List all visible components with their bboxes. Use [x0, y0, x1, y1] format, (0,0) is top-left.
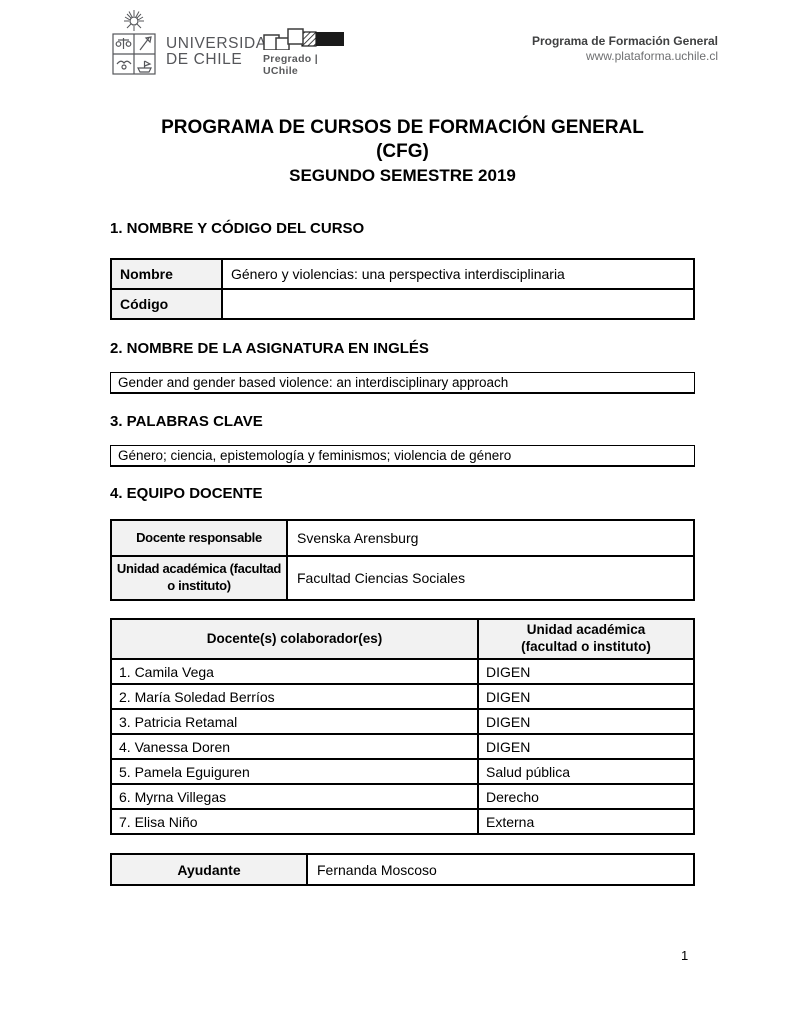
table-header-row: Docente(s) colaborador(es) Unidad académ…: [110, 618, 695, 660]
section2-heading: 2. NOMBRE DE LA ASIGNATURA EN INGLÉS: [110, 340, 429, 357]
collaborators-col1-header: Docente(s) colaborador(es): [110, 618, 479, 660]
table-row: 5. Pamela Eguiguren Salud pública: [110, 758, 695, 785]
ayudante-value: Fernanda Moscoso: [306, 853, 695, 886]
collaborator-unit: Derecho: [477, 783, 695, 810]
table-row: Docente responsable Svenska Arensburg: [110, 519, 695, 557]
program-name: Programa de Formación General: [531, 34, 718, 48]
ayudante-label: Ayudante: [110, 853, 308, 886]
table-row: 1. Camila Vega DIGEN: [110, 658, 695, 685]
table-row: 4. Vanessa Doren DIGEN: [110, 733, 695, 760]
title-line2: (CFG): [376, 141, 429, 162]
assistant-table: Ayudante Fernanda Moscoso: [110, 853, 695, 886]
keywords-box: Género; ciencia, epistemología y feminis…: [110, 445, 695, 467]
collaborator-unit: DIGEN: [477, 683, 695, 710]
table-row: 7. Elisa Niño Externa: [110, 808, 695, 835]
table-row: 3. Patricia Retamal DIGEN: [110, 708, 695, 735]
course-name-code-table: Nombre Género y violencias: una perspect…: [110, 258, 695, 320]
title-line3: SEGUNDO SEMESTRE 2019: [289, 166, 516, 185]
docente-responsable-label: Docente responsable: [110, 519, 288, 557]
collaborator-name: 3. Patricia Retamal: [110, 708, 479, 735]
header-program-info: Programa de Formación General www.plataf…: [532, 34, 718, 64]
codigo-value: [221, 288, 695, 320]
collaborator-name: 7. Elisa Niño: [110, 808, 479, 835]
responsible-teacher-table: Docente responsable Svenska Arensburg Un…: [110, 519, 695, 601]
collaborators-col2-header: Unidad académica (facultad o instituto): [477, 618, 695, 660]
document-content: PROGRAMA DE CURSOS DE FORMACIÓN GENERAL …: [110, 0, 695, 886]
collaborator-name: 5. Pamela Eguiguren: [110, 758, 479, 785]
collaborator-name: 2. María Soledad Berríos: [110, 683, 479, 710]
university-wordmark: UNIVERSIDAD DE CHILE: [166, 36, 279, 68]
university-crest-icon: [108, 9, 160, 77]
table-row: Código: [110, 288, 695, 320]
docente-responsable-value: Svenska Arensburg: [286, 519, 695, 557]
collaborator-name: 1. Camila Vega: [110, 658, 479, 685]
collaborators-table: Docente(s) colaborador(es) Unidad académ…: [110, 618, 695, 835]
collaborator-unit: DIGEN: [477, 733, 695, 760]
collaborator-unit: Externa: [477, 808, 695, 835]
unidad-academica-label: Unidad académica (facultad o instituto): [110, 555, 288, 601]
table-row: Unidad académica (facultad o instituto) …: [110, 555, 695, 601]
table-row: 2. María Soledad Berríos DIGEN: [110, 683, 695, 710]
table-row: Ayudante Fernanda Moscoso: [110, 853, 695, 886]
pregrado-uchile-logo: Pregrado | UChile: [263, 28, 353, 77]
page-number: 1: [681, 948, 689, 963]
collaborator-unit: DIGEN: [477, 658, 695, 685]
pregrado-squares-icon: [263, 28, 353, 50]
collaborator-unit: Salud pública: [477, 758, 695, 785]
collaborator-unit: DIGEN: [477, 708, 695, 735]
university-name-line2: DE CHILE: [166, 51, 243, 68]
university-name-line1: UNIVERSIDAD: [166, 35, 279, 52]
codigo-label: Código: [110, 288, 223, 320]
document-title: PROGRAMA DE CURSOS DE FORMACIÓN GENERAL …: [110, 116, 695, 187]
english-name-box: Gender and gender based violence: an int…: [110, 372, 695, 394]
table-row: Nombre Género y violencias: una perspect…: [110, 258, 695, 290]
section4-heading: 4. EQUIPO DOCENTE: [110, 485, 263, 502]
collaborator-name: 4. Vanessa Doren: [110, 733, 479, 760]
table-row: 6. Myrna Villegas Derecho: [110, 783, 695, 810]
collaborator-name: 6. Myrna Villegas: [110, 783, 479, 810]
pregrado-label: Pregrado | UChile: [263, 53, 318, 77]
section3-heading: 3. PALABRAS CLAVE: [110, 413, 263, 430]
unidad-academica-value: Facultad Ciencias Sociales: [286, 555, 695, 601]
website-url: www.plataforma.uchile.cl: [585, 49, 718, 63]
section1-heading: 1. NOMBRE Y CÓDIGO DEL CURSO: [110, 220, 365, 237]
nombre-value: Género y violencias: una perspectiva int…: [221, 258, 695, 290]
title-line1: PROGRAMA DE CURSOS DE FORMACIÓN GENERAL: [161, 117, 644, 138]
nombre-label: Nombre: [110, 258, 223, 290]
